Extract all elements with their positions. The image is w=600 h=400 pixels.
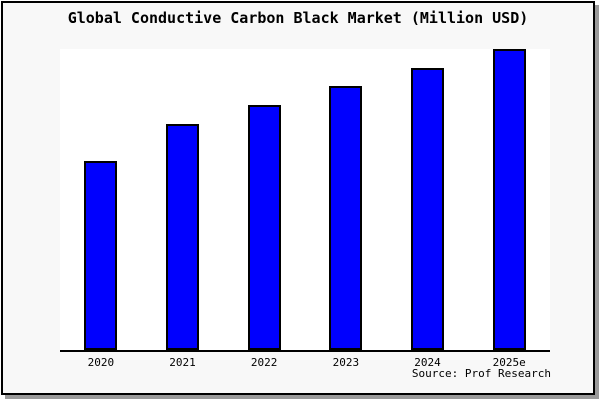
bar-2025e [492, 49, 526, 350]
bar-2020 [84, 161, 118, 350]
x-axis-label-2020: 2020 [87, 356, 115, 369]
chart-title: Global Conductive Carbon Black Market (M… [67, 9, 529, 27]
chart-panel: Global Conductive Carbon Black Market (M… [1, 1, 595, 395]
x-axis-label-2021: 2021 [169, 356, 196, 369]
bar-2021 [166, 124, 199, 350]
bar-2022 [247, 105, 281, 350]
x-axis-label-2022: 2022 [250, 356, 278, 369]
x-axis-label-2023: 2023 [332, 356, 360, 369]
x-axis-label-2024: 2024 [414, 356, 441, 369]
plot-area [60, 49, 550, 352]
bar-2024 [411, 68, 444, 350]
source-note: Source: Prof Research [411, 367, 551, 380]
bar-2023 [329, 86, 363, 350]
x-axis-label-2025e: 2025e [492, 356, 526, 369]
